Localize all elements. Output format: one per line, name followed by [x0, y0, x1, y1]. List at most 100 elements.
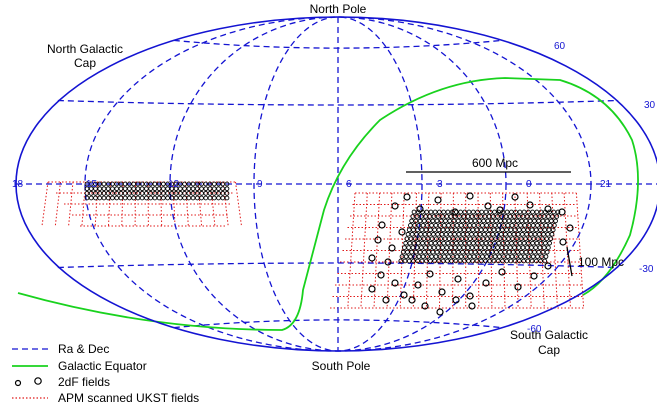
2df-field-circle [458, 254, 464, 259]
2df-field-circle [506, 218, 512, 224]
2df-field-circle [466, 240, 472, 246]
2df-field-circle [504, 209, 510, 215]
2df-scattered-field [559, 238, 567, 246]
2df-field-circle [211, 181, 217, 187]
2df-scattered-field [378, 221, 386, 229]
2df-field-circle [453, 227, 459, 233]
2df-field-circle [481, 218, 486, 224]
2df-field-circle [428, 209, 434, 215]
2df-field-circle [509, 240, 514, 246]
2df-field-circle [513, 240, 519, 246]
2df-field-circle [534, 209, 540, 215]
ukst-col [68, 181, 74, 227]
2df-field-circle [495, 245, 500, 250]
dec-tick-minus-30: -30 [639, 264, 654, 275]
2df-field-circle [406, 245, 411, 250]
2df-scattered-field [566, 224, 574, 232]
2df-field-circle [152, 195, 158, 201]
ukst-col [514, 192, 519, 309]
2df-field-circle [101, 195, 107, 201]
declination-parallel [173, 39, 503, 49]
2df-field-circle [483, 209, 489, 215]
2df-field-circle [122, 186, 128, 192]
2df-field-circle [493, 218, 499, 224]
2df-field-circle [118, 186, 124, 192]
2df-field-circle [464, 231, 470, 237]
2df-field-circle [211, 195, 217, 201]
2df-field-circle [433, 223, 439, 228]
2df-field-circle [457, 245, 462, 250]
2df-survey-strips [84, 181, 561, 264]
2df-field-circle [546, 227, 552, 233]
2df-field-circle [462, 240, 468, 246]
2df-scattered-field [466, 192, 474, 200]
2df-field-circle [97, 186, 103, 192]
2df-field-circle [546, 245, 551, 250]
2df-field-circle [527, 249, 533, 255]
2df-field-circle [445, 258, 450, 264]
2df-field-circle [483, 240, 489, 246]
2df-field-circle [512, 245, 517, 250]
2df-field-circle [487, 227, 493, 233]
2df-field-circle [177, 195, 183, 201]
2df-field-circle [101, 186, 107, 192]
ra-tick-0: 0 [526, 179, 532, 190]
2df-field-circle [220, 195, 226, 201]
2df-field-circle [156, 186, 162, 192]
2df-field-circle [442, 254, 447, 259]
2df-field-circle [443, 249, 448, 255]
ukst-col [526, 192, 532, 309]
2df-field-circle [523, 218, 529, 224]
2df-field-circle [436, 227, 442, 233]
2df-field-circle [489, 218, 495, 224]
2df-scattered-field [377, 271, 385, 279]
legend-radec-label: Ra & Dec [58, 342, 109, 356]
2df-field-circle [505, 223, 511, 228]
2df-field-circle [440, 227, 446, 233]
2df-field-circle [127, 186, 132, 192]
2df-field-circle [483, 227, 488, 233]
2df-field-circle [503, 245, 509, 250]
2df-field-circle [504, 258, 510, 264]
ra-tick-6: 6 [346, 179, 352, 190]
2df-field-circle [418, 231, 424, 237]
2df-field-circle [555, 209, 561, 215]
2df-field-circle [532, 231, 538, 237]
declination-parallel [57, 99, 619, 106]
2df-scattered-field [408, 296, 416, 304]
2df-field-circle [477, 218, 482, 224]
2df-field-circle [144, 195, 149, 201]
2df-field-circle [460, 218, 465, 224]
south-galactic-cap-label-line1: South Galactic [510, 328, 588, 342]
dec-tick-60: 60 [554, 41, 566, 52]
galactic-equator-curve [17, 77, 639, 331]
2df-scattered-field [514, 283, 522, 291]
2df-field-circle [93, 195, 98, 201]
ukst-col [360, 192, 368, 309]
2df-field-circle [224, 186, 230, 192]
2df-scattered-field [482, 279, 490, 287]
2df-field-circle [542, 227, 548, 233]
2df-field-circle [199, 186, 204, 192]
2df-field-circle [512, 227, 518, 233]
2df-field-circle [430, 218, 436, 224]
2df-field-circle [530, 209, 535, 215]
north-galactic-cap-label-line2: Cap [74, 56, 96, 70]
2df-field-circle [402, 258, 408, 264]
2df-field-circle [411, 209, 417, 215]
ra-tick-12: 12 [168, 179, 180, 190]
2df-field-circle [490, 231, 496, 237]
2df-field-circle [447, 249, 453, 255]
2df-scattered-field [526, 201, 534, 209]
2df-scattered-field [452, 296, 460, 304]
2df-field-circle [487, 240, 493, 246]
2df-field-circle [444, 245, 450, 250]
2df-field-circle [525, 227, 531, 233]
2df-field-circle [529, 258, 535, 264]
ukst-col [412, 192, 417, 309]
2df-scattered-field [454, 275, 462, 283]
2df-field-circle [466, 258, 471, 264]
2df-field-circle [420, 223, 426, 228]
2df-field-circle [434, 218, 440, 224]
